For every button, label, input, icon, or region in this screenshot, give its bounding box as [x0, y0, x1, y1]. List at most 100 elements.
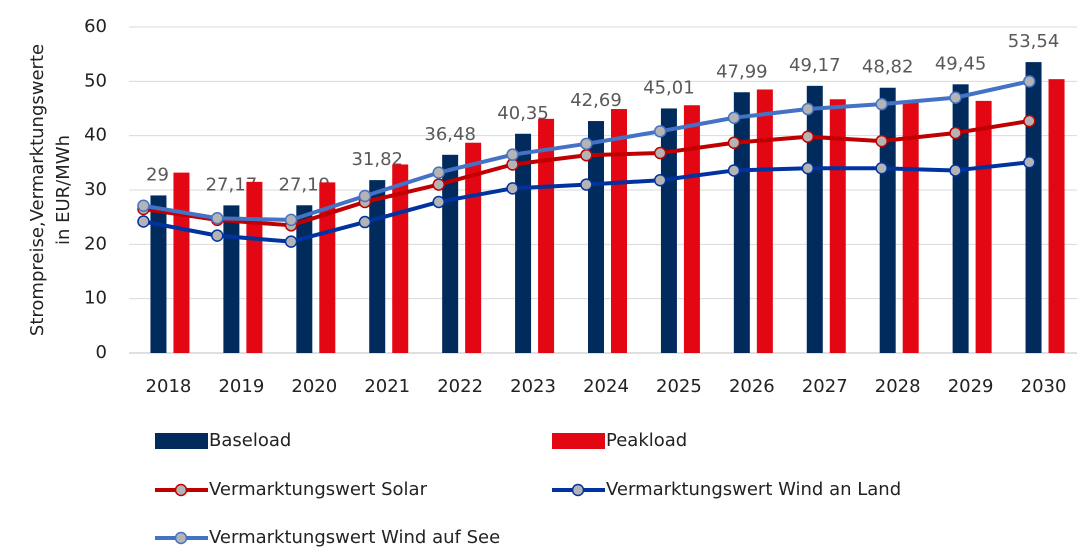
marker: [1023, 114, 1036, 128]
bar: [660, 108, 677, 353]
bar: [683, 105, 700, 354]
marker: [137, 215, 150, 228]
marker: [949, 164, 962, 177]
y-tick-label: 0: [96, 342, 107, 363]
marker: [801, 162, 815, 175]
data-label: 49,17: [789, 55, 841, 76]
bar: [975, 100, 992, 353]
legend-label: Baseload: [209, 430, 291, 451]
marker: [875, 97, 888, 111]
legend-label: Peakload: [606, 430, 687, 451]
marker: [211, 229, 224, 242]
marker: [580, 148, 593, 162]
marker: [432, 195, 446, 209]
marker: [580, 178, 593, 191]
data-label: 36,48: [424, 124, 476, 145]
y-tick-label: 60: [84, 16, 107, 37]
marker: [727, 136, 741, 149]
bar: [246, 181, 263, 353]
marker: [506, 182, 519, 195]
marker: [432, 178, 446, 191]
x-tick-label: 2023: [510, 376, 556, 397]
x-tick-label: 2019: [218, 376, 264, 397]
x-tick-label: 2022: [437, 376, 483, 397]
data-label: 45,01: [643, 77, 695, 98]
data-label: 40,35: [497, 103, 549, 124]
marker: [358, 189, 372, 203]
marker: [211, 212, 224, 225]
y-tick-label: 40: [84, 125, 107, 146]
marker: [727, 164, 741, 177]
bar: [1025, 62, 1042, 353]
data-label: 53,54: [1008, 31, 1060, 52]
marker: [653, 146, 667, 160]
line: [143, 119, 1030, 228]
bar: [588, 121, 604, 354]
x-tick-label: 2029: [948, 376, 994, 397]
bar: [319, 182, 336, 353]
legend-marker: [571, 483, 585, 497]
legend-label: Vermarktungswert Solar: [209, 479, 428, 500]
marker: [875, 134, 888, 148]
bar: [756, 89, 773, 353]
legend-label: Vermarktungswert Wind auf See: [209, 527, 500, 547]
data-label: 29: [146, 164, 169, 185]
bar: [296, 205, 313, 353]
data-label: 31,82: [351, 149, 403, 170]
marker: [432, 166, 446, 179]
x-tick-label: 2026: [729, 376, 775, 397]
marker: [727, 111, 741, 124]
marker: [801, 130, 815, 144]
data-label: 48,82: [862, 57, 914, 78]
y-tick-label: 10: [84, 288, 107, 309]
bar: [538, 118, 555, 353]
x-tick-label: 2018: [146, 376, 192, 397]
legend-swatch: [552, 433, 605, 449]
marker: [949, 126, 962, 140]
marker: [801, 102, 815, 116]
marker: [284, 213, 298, 227]
y-tick-label: 50: [84, 70, 107, 91]
y-tick-label: 20: [84, 233, 107, 254]
x-tick-label: 2025: [656, 376, 702, 397]
legend-swatch: [155, 433, 208, 449]
marker: [580, 137, 593, 151]
marker: [875, 162, 888, 175]
marker: [949, 91, 962, 104]
x-tick-label: 2027: [802, 376, 848, 397]
bar: [173, 172, 190, 353]
bar: [733, 92, 750, 353]
y-axis-label: Strompreise,Vermarktungswerte: [27, 44, 48, 336]
marker: [506, 148, 519, 161]
x-tick-label: 2030: [1021, 376, 1067, 397]
bar: [829, 99, 846, 353]
x-tick-label: 2021: [364, 376, 410, 397]
legend-marker: [174, 531, 188, 545]
bar: [952, 84, 969, 354]
data-label: 42,69: [570, 90, 622, 111]
bar: [902, 101, 919, 353]
bar: [1048, 79, 1065, 353]
marker: [1023, 156, 1036, 169]
bar: [806, 85, 823, 353]
marker: [137, 199, 150, 213]
bar: [369, 180, 386, 353]
legend-label: Vermarktungswert Wind an Land: [606, 479, 901, 500]
marker: [653, 173, 667, 187]
y-axis-label: in EUR/MWh: [53, 135, 74, 245]
bar: [150, 195, 167, 353]
data-label: 47,99: [716, 61, 768, 82]
marker: [1023, 75, 1036, 88]
data-label: 27,17: [206, 174, 258, 195]
bar: [611, 109, 627, 353]
data-label: 49,45: [935, 53, 987, 74]
marker: [358, 215, 372, 229]
bar: [223, 205, 240, 353]
y-tick-label: 30: [84, 179, 107, 200]
bar: [879, 87, 896, 354]
legend-marker: [174, 483, 188, 497]
marker: [284, 235, 298, 248]
x-tick-label: 2028: [875, 376, 921, 397]
marker: [653, 125, 667, 138]
